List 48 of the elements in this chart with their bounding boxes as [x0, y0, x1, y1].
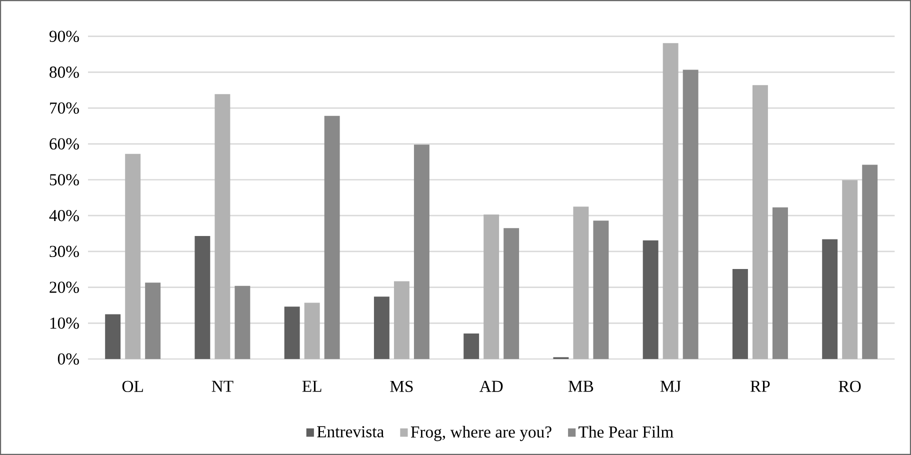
- bar: [752, 85, 768, 360]
- legend-label: Entrevista: [317, 426, 384, 438]
- y-tick-label: 40%: [49, 210, 79, 222]
- y-tick-label: 70%: [50, 102, 79, 114]
- y-tick-label: 0%: [58, 353, 79, 365]
- y-tick-label: 60%: [50, 138, 79, 150]
- bar: [105, 314, 121, 360]
- bar: [464, 334, 480, 360]
- bar: [822, 239, 838, 360]
- bar: [682, 70, 698, 360]
- bar: [194, 236, 210, 360]
- legend-label: Frog, where are you?: [410, 426, 552, 442]
- bar: [732, 269, 748, 360]
- x-tick-label: MB: [568, 380, 594, 392]
- bar: [772, 207, 788, 360]
- bar: [394, 281, 410, 360]
- bar: [642, 240, 658, 360]
- bar: [862, 164, 878, 360]
- bar: [284, 306, 300, 360]
- x-tick-label: EL: [302, 380, 322, 392]
- x-tick-label: MS: [390, 380, 413, 392]
- y-tick-label: 90%: [50, 30, 79, 42]
- bar: [504, 228, 520, 360]
- bar: [304, 302, 320, 360]
- y-tick-label: 20%: [50, 282, 79, 293]
- bar: [573, 206, 589, 360]
- bar: [374, 296, 390, 360]
- y-tick-label: 50%: [50, 174, 79, 186]
- bar: [662, 43, 678, 360]
- bar: [214, 94, 230, 360]
- legend-label: The Pear Film: [578, 426, 674, 438]
- y-tick-label: 10%: [50, 318, 79, 329]
- bar: [324, 116, 340, 360]
- bar: [145, 282, 161, 360]
- x-tick-label: AD: [479, 380, 503, 392]
- x-tick-label: RO: [838, 380, 861, 392]
- bar: [125, 154, 141, 360]
- x-tick-label: RP: [750, 380, 770, 392]
- bar: [593, 220, 609, 360]
- x-tick-label: MJ: [660, 380, 681, 392]
- x-tick-label: OL: [122, 380, 143, 392]
- y-tick-label: 30%: [50, 246, 79, 258]
- bar: [484, 214, 500, 360]
- bar: [842, 180, 858, 360]
- bar: [234, 286, 250, 360]
- bar: [414, 144, 430, 360]
- x-tick-label: NT: [212, 380, 234, 392]
- y-tick-label: 80%: [50, 66, 79, 78]
